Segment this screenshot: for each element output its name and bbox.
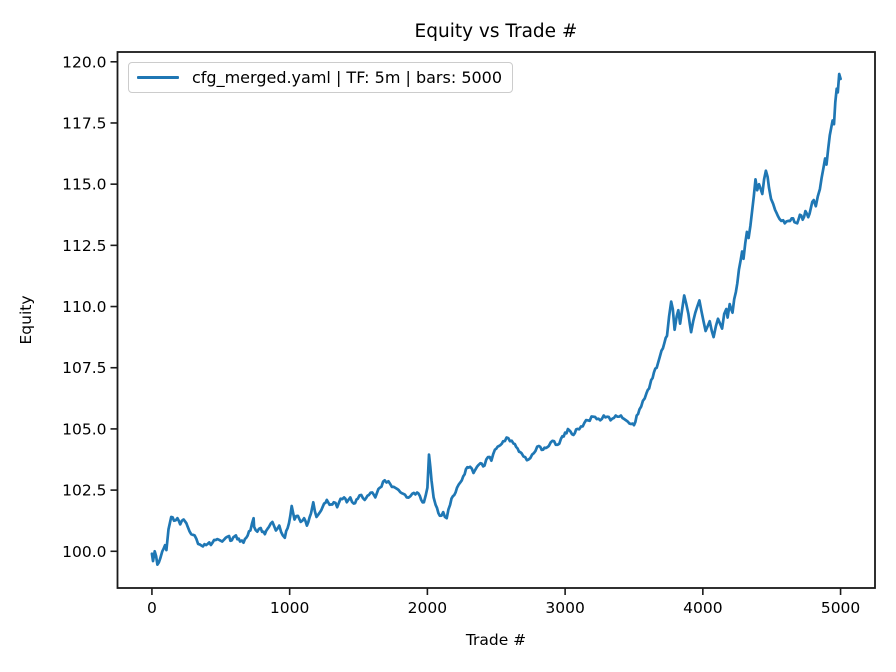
x-tick-label: 1000 bbox=[270, 599, 309, 617]
y-tick-label: 120.0 bbox=[62, 53, 106, 71]
x-tick-label: 2000 bbox=[408, 599, 447, 617]
legend-label: cfg_merged.yaml | TF: 5m | bars: 5000 bbox=[192, 68, 503, 87]
axis-ticks-layer: 0 1000 2000 3000 4000 5000 100.0 102.5 105.0 107.… bbox=[62, 53, 860, 617]
plot-border bbox=[116, 51, 876, 589]
y-tick-label: 112.5 bbox=[62, 237, 106, 255]
series-layer bbox=[150, 72, 842, 567]
chart-title: Equity vs Trade # bbox=[415, 21, 578, 42]
y-tick-label: 105.0 bbox=[62, 420, 106, 438]
y-tick-label: 100.0 bbox=[62, 543, 106, 561]
y-tick-label: 110.0 bbox=[62, 298, 106, 316]
legend-line-sample-icon bbox=[137, 75, 179, 80]
y-tick-label: 107.5 bbox=[62, 359, 106, 377]
y-tick-label: 102.5 bbox=[62, 482, 106, 500]
y-tick-label: 117.5 bbox=[62, 114, 106, 132]
x-tick-label: 3000 bbox=[545, 599, 584, 617]
y-tick-label: 115.0 bbox=[62, 176, 106, 194]
y-axis-label: Equity bbox=[17, 295, 35, 344]
x-axis-label: Trade # bbox=[465, 631, 526, 649]
x-tick-label: 5000 bbox=[821, 599, 860, 617]
equity-line bbox=[150, 72, 842, 567]
x-tick-label: 0 bbox=[147, 599, 157, 617]
x-tick-label: 4000 bbox=[683, 599, 722, 617]
legend-box: cfg_merged.yaml | TF: 5m | bars: 5000 bbox=[128, 62, 514, 93]
